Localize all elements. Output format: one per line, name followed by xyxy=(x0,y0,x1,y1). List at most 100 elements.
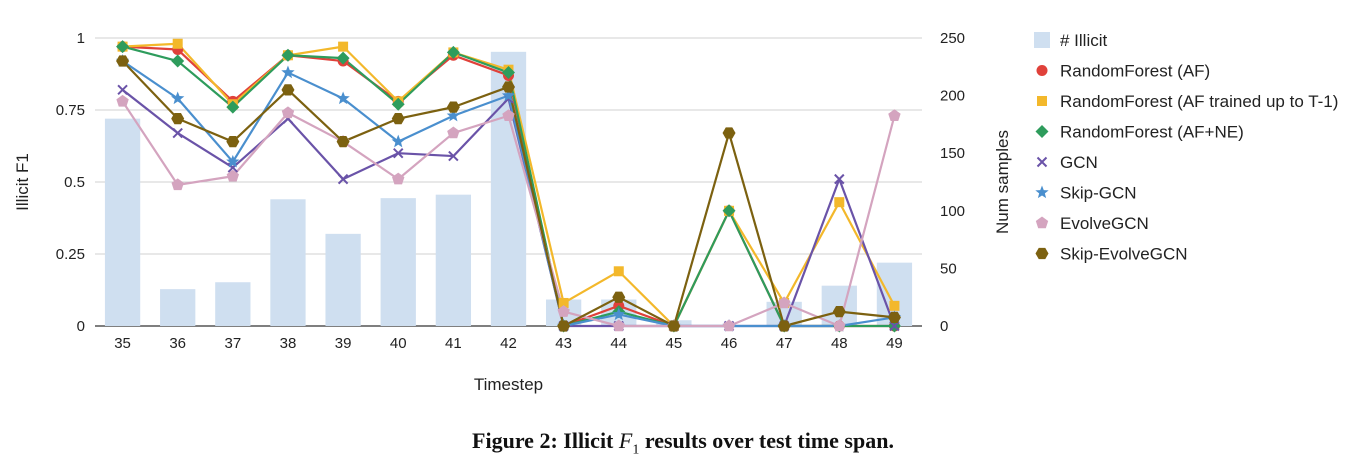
y2-tick-label: 50 xyxy=(940,260,957,277)
x-tick-label: 36 xyxy=(169,335,186,352)
point-skip-evolvegcn xyxy=(887,311,901,323)
point-skip-evolvegcn xyxy=(116,55,130,67)
point-evolvegcn xyxy=(888,109,901,122)
point-randomforest-af-ne xyxy=(446,45,460,59)
bar xyxy=(160,289,196,326)
illicit-count-bars xyxy=(104,51,913,326)
point-randomforest-af-ne xyxy=(116,40,130,54)
legend-swatch xyxy=(1037,96,1047,106)
x-tick-label: 48 xyxy=(831,335,848,352)
y-tick-label: 0.25 xyxy=(56,246,85,263)
y2-tick-label: 150 xyxy=(940,145,965,162)
point-skip-evolvegcn xyxy=(832,305,846,318)
bar xyxy=(215,282,251,326)
point-randomforest-af-trained-up-to-t-1 xyxy=(172,38,183,49)
y-axis-title: Illicit F1 xyxy=(13,153,32,211)
illicit-f1-chart: 0 0.25 0.5 0.75 1 0 50 100 150 200 250 35 36 37 38 39 40… xyxy=(13,30,1338,394)
point-skip-gcn xyxy=(336,91,350,105)
point-randomforest-af-ne xyxy=(391,97,405,111)
legend-label: RandomForest (AF) xyxy=(1060,62,1210,81)
legend: # Illicit RandomForest (AF) RandomForest (… xyxy=(1034,31,1338,264)
legend-item-randomforest-af: RandomForest (AF) xyxy=(1036,62,1210,81)
point-randomforest-af-ne xyxy=(502,66,515,80)
point-gcn xyxy=(117,84,128,96)
point-evolvegcn xyxy=(612,319,625,332)
y2-tick-label: 0 xyxy=(940,318,948,335)
bar xyxy=(325,233,361,326)
caption-symbol: F xyxy=(618,428,633,453)
axes: 0 0.25 0.5 0.75 1 0 50 100 150 200 250 35 36 37 38 39 40… xyxy=(13,30,1012,394)
legend-swatch xyxy=(1035,247,1049,260)
legend-item-illicit: # Illicit xyxy=(1034,31,1108,50)
series-markers xyxy=(115,38,902,333)
legend-item-skip-evolvegcn: Skip-EvolveGCN xyxy=(1035,245,1188,264)
point-skip-gcn xyxy=(391,134,405,148)
point-randomforest-af-trained-up-to-t-1 xyxy=(558,297,569,308)
point-randomforest-af-ne xyxy=(171,54,185,68)
y-tick-label: 1 xyxy=(77,30,85,47)
figure-caption: Figure 2: Illicit F1 results over test t… xyxy=(0,428,1366,458)
x-tick-label: 47 xyxy=(776,335,793,352)
point-skip-evolvegcn xyxy=(391,113,405,125)
x-tick-label: 39 xyxy=(335,335,352,352)
x-tick-label: 45 xyxy=(666,335,683,352)
y-tick-label: 0 xyxy=(77,318,85,335)
point-skip-evolvegcn xyxy=(557,320,571,332)
legend-label: RandomForest (AF+NE) xyxy=(1060,123,1244,142)
point-evolvegcn xyxy=(557,305,570,317)
point-evolvegcn xyxy=(833,319,846,332)
caption-subscript: 1 xyxy=(632,442,640,458)
x-tick-label: 35 xyxy=(114,335,131,352)
legend-label: Skip-GCN xyxy=(1060,184,1137,203)
x-tick-label: 43 xyxy=(555,335,572,352)
bar xyxy=(270,199,306,326)
legend-swatch xyxy=(1035,185,1049,199)
point-randomforest-af-ne xyxy=(226,100,240,114)
legend-item-evolvegcn: EvolveGCN xyxy=(1035,214,1149,233)
point-skip-evolvegcn xyxy=(612,291,626,303)
point-skip-evolvegcn xyxy=(777,320,791,332)
point-evolvegcn xyxy=(116,94,129,107)
point-evolvegcn xyxy=(392,172,405,185)
y2-tick-label: 200 xyxy=(940,88,965,105)
point-randomforest-af-trained-up-to-t-1 xyxy=(338,41,349,52)
point-skip-gcn xyxy=(226,154,240,168)
point-randomforest-af-ne xyxy=(336,51,350,65)
x-tick-label: 46 xyxy=(721,335,738,352)
legend-swatch xyxy=(1034,32,1050,48)
legend-item-randomforest-af-ne: RandomForest (AF+NE) xyxy=(1035,123,1244,142)
legend-swatch xyxy=(1035,125,1049,138)
point-skip-gcn xyxy=(501,88,516,102)
caption-suffix: results over test time span. xyxy=(644,428,894,453)
x-tick-label: 49 xyxy=(886,335,903,352)
y-tick-label: 0.5 xyxy=(64,174,85,191)
point-evolvegcn xyxy=(281,106,295,119)
legend-label: RandomForest (AF trained up to T-1) xyxy=(1060,92,1338,111)
point-skip-gcn xyxy=(446,108,461,122)
point-skip-evolvegcn xyxy=(667,320,681,332)
point-skip-evolvegcn xyxy=(336,136,350,148)
legend-item-skip-gcn: Skip-GCN xyxy=(1035,184,1137,203)
legend-item-gcn: GCN xyxy=(1036,153,1098,172)
x-tick-label: 44 xyxy=(610,335,627,352)
point-evolvegcn xyxy=(502,109,515,122)
caption-prefix: Figure 2: Illicit xyxy=(472,428,614,453)
point-skip-evolvegcn xyxy=(281,84,295,96)
point-skip-evolvegcn xyxy=(502,81,515,93)
point-evolvegcn xyxy=(171,178,184,191)
legend-swatch xyxy=(1035,216,1049,229)
point-randomforest-af-trained-up-to-t-1 xyxy=(613,266,624,277)
point-skip-evolvegcn xyxy=(446,101,460,113)
x-tick-label: 38 xyxy=(280,335,297,352)
point-evolvegcn xyxy=(226,169,240,182)
point-gcn xyxy=(834,173,845,185)
y2-tick-label: 100 xyxy=(940,203,965,220)
point-gcn xyxy=(889,320,900,332)
point-evolvegcn xyxy=(777,296,791,309)
point-gcn xyxy=(337,173,349,185)
point-skip-evolvegcn xyxy=(171,113,185,125)
x-tick-label: 40 xyxy=(390,335,407,352)
x-tick-label: 42 xyxy=(500,335,517,352)
legend-label: GCN xyxy=(1060,153,1098,172)
point-evolvegcn xyxy=(722,319,736,332)
